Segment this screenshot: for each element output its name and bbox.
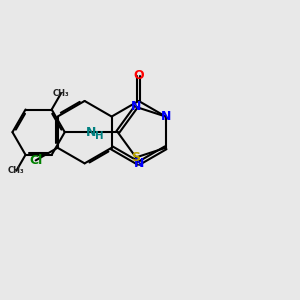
Text: H: H [95, 131, 103, 141]
Text: N: N [134, 157, 144, 170]
Text: N: N [131, 100, 141, 113]
Text: O: O [134, 69, 144, 82]
Text: CH₃: CH₃ [8, 166, 25, 175]
Text: S: S [131, 151, 140, 164]
Text: Cl: Cl [29, 154, 42, 167]
Text: N: N [160, 110, 171, 123]
Text: N: N [86, 126, 96, 139]
Text: CH₃: CH₃ [52, 89, 69, 98]
